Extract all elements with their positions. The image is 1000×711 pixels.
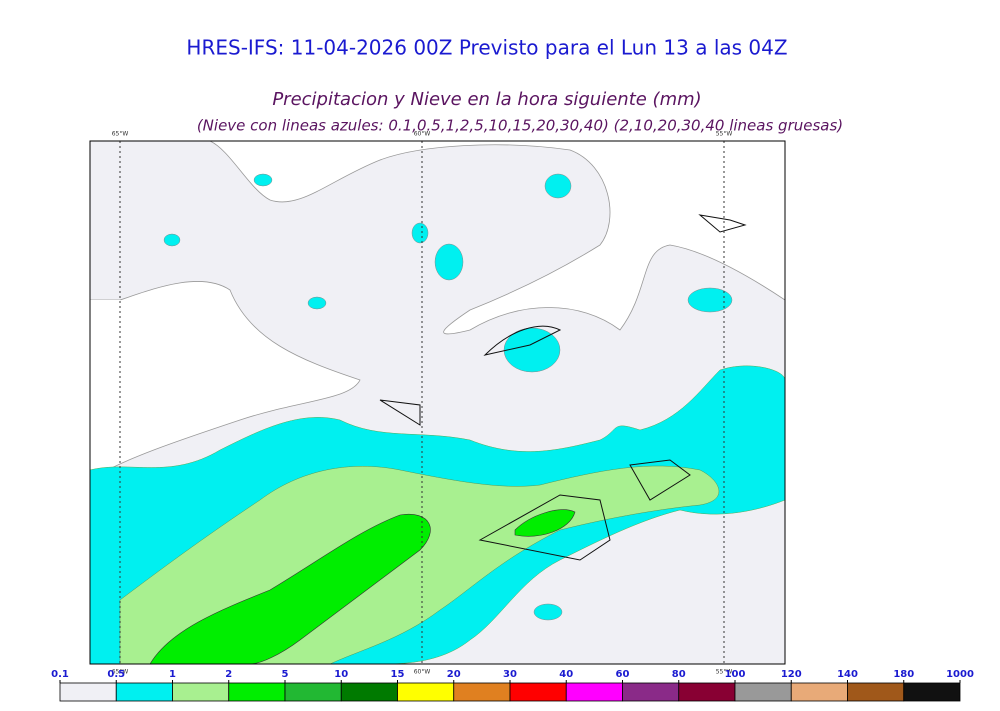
colorbar-tick-label: 40 xyxy=(559,669,573,680)
colorbar-tick-label: 1 xyxy=(169,669,176,680)
colorbar-segment xyxy=(340,682,398,702)
colorbar-tick-label: 1000 xyxy=(946,669,974,680)
colorbar-tick-label: 30 xyxy=(503,669,517,680)
colorbar-segment xyxy=(228,682,286,702)
colorbar-tick-label: 15 xyxy=(391,669,405,680)
meridian-label: 65°W xyxy=(112,669,129,676)
colorbar-segment xyxy=(284,682,342,702)
colorbar-tick-label: 2 xyxy=(225,669,232,680)
colorbar-tick-label: 10 xyxy=(334,669,348,680)
colorbar-tick-label: 120 xyxy=(781,669,802,680)
colorbar-segment xyxy=(59,682,117,702)
colorbar-segment xyxy=(903,682,961,702)
title: HRES-IFS: 11-04-2026 00Z Previsto para e… xyxy=(186,36,787,60)
colorbar-segment xyxy=(790,682,848,702)
colorbar-segment xyxy=(734,682,792,702)
colorbar-tick-label: 180 xyxy=(893,669,914,680)
colorbar-tick-label: 20 xyxy=(447,669,461,680)
colorbar-tick-label: 60 xyxy=(616,669,630,680)
subtitle: Precipitacion y Nieve en la hora siguien… xyxy=(272,89,701,110)
colorbar-segment xyxy=(172,682,230,702)
colorbar-segment xyxy=(678,682,736,702)
map xyxy=(90,141,785,664)
colorbar-tick-label: 80 xyxy=(672,669,686,680)
meridian-label: 65°W xyxy=(112,131,129,138)
colorbar-tick-label: 5 xyxy=(282,669,289,680)
colorbar-segment xyxy=(115,682,173,702)
colorbar-segment xyxy=(847,682,905,702)
colorbar-segment xyxy=(565,682,623,702)
colorbar-segment xyxy=(509,682,567,702)
colorbar-tick-label: 140 xyxy=(837,669,858,680)
colorbar-tick-label: 0.5 xyxy=(107,669,125,680)
map-frame xyxy=(89,140,786,665)
meridian-label: 55°W xyxy=(716,669,733,676)
colorbar-segment xyxy=(622,682,680,702)
colorbar-segment xyxy=(397,682,455,702)
meridian-label: 55°W xyxy=(716,131,733,138)
meridian-label: 60°W xyxy=(414,669,431,676)
meridian-label: 60°W xyxy=(414,131,431,138)
colorbar-tick-label: 0.1 xyxy=(51,669,69,680)
colorbar-tick-label: 100 xyxy=(725,669,746,680)
colorbar-segment xyxy=(453,682,511,702)
note: (Nieve con lineas azules: 0.1,0.5,1,2,5,… xyxy=(197,117,843,135)
